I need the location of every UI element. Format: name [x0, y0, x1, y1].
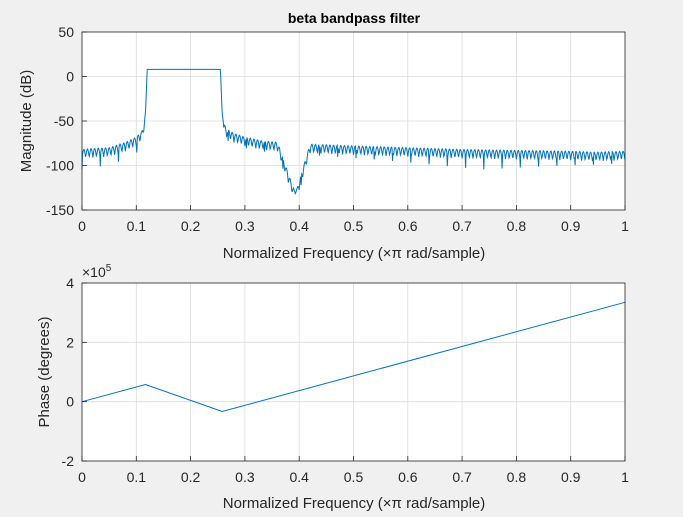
x-tick-label: 0.8 [507, 218, 527, 234]
x-tick-label: 0 [78, 218, 86, 234]
x-tick-label: 0.4 [289, 469, 309, 485]
x-tick-label: 1 [621, 469, 629, 485]
phase-ylabel: Phase (degrees) [36, 317, 53, 428]
x-tick-label: 0.3 [235, 218, 255, 234]
y-tick-label: 0 [66, 394, 74, 410]
y-tick-label: -2 [62, 453, 75, 469]
x-tick-label: 0.3 [235, 469, 255, 485]
x-tick-label: 0.9 [561, 469, 581, 485]
magnitude-ylabel: Magnitude (dB) [18, 70, 35, 173]
x-tick-label: 0.9 [561, 218, 581, 234]
magnitude-ticks: 0 0.1 0.2 0.3 0.4 0.5 0.6 0.7 0.8 0.9 1 50 0 -50 -100 -… [46, 24, 629, 234]
x-tick-label: 0.1 [127, 469, 147, 485]
x-tick-label: 0.6 [398, 469, 418, 485]
y-tick-label: -150 [46, 202, 74, 218]
x-tick-label: 0 [78, 469, 86, 485]
phase-exponent-label: ×105 [82, 263, 112, 280]
y-tick-label: 50 [58, 24, 74, 40]
x-tick-label: 0.8 [507, 469, 527, 485]
magnitude-series-line [81, 68, 626, 195]
magnitude-xlabel: Normalized Frequency (×π rad/sample) [223, 245, 486, 262]
x-tick-label: 1 [621, 218, 629, 234]
chart-title: beta bandpass filter [288, 10, 421, 26]
x-tick-label: 0.5 [344, 218, 364, 234]
x-tick-label: 0.2 [181, 469, 201, 485]
x-tick-label: 0.7 [452, 469, 472, 485]
y-tick-label: 0 [66, 69, 74, 85]
phase-exponent-base: ×10 [82, 264, 106, 280]
x-tick-label: 0.1 [127, 218, 147, 234]
phase-xlabel: Normalized Frequency (×π rad/sample) [223, 495, 486, 512]
phase-series-line [81, 301, 626, 413]
y-tick-label: -100 [46, 158, 74, 174]
magnitude-plot: 0 0.1 0.2 0.3 0.4 0.5 0.6 0.7 0.8 0.9 1 50 0 -50 -100 -… [18, 10, 629, 262]
y-tick-label: 4 [66, 275, 74, 291]
x-tick-label: 0.2 [181, 218, 201, 234]
x-tick-label: 0.5 [344, 469, 364, 485]
y-tick-label: -50 [54, 113, 74, 129]
x-tick-label: 0.6 [398, 218, 418, 234]
x-tick-label: 0.7 [452, 218, 472, 234]
x-tick-label: 0.4 [289, 218, 309, 234]
phase-exponent-power: 5 [106, 263, 112, 274]
y-tick-label: 2 [66, 334, 74, 350]
